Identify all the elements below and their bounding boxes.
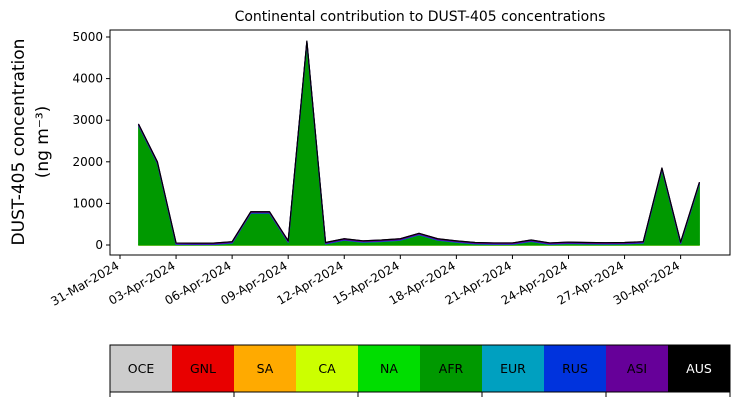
plot-area [139,41,700,245]
y-tick-label: 4000 [72,72,103,86]
legend-label: ASI [627,361,647,376]
y-axis-label: DUST-405 concentration [9,39,29,246]
area [139,43,700,245]
area [139,42,700,244]
legend-label: AFR [439,361,464,376]
y-tick-label: 5000 [72,30,103,44]
legend-label: RUS [562,361,588,376]
plot-frame [110,30,730,255]
area [139,41,700,243]
area [139,42,700,244]
legend-label: GNL [190,361,216,376]
area [139,41,700,244]
chart-title: Continental contribution to DUST-405 con… [235,9,606,25]
legend-label: EUR [500,361,526,376]
legend: OCE GNL SA CA NA AFR EUR RUS ASI AUS [110,345,731,397]
legend-label: OCE [128,361,155,376]
y-axis-label: (ng m⁻³) [33,106,53,179]
y-tick-label: 0 [95,238,103,252]
legend-label: SA [257,361,274,376]
legend-label: AUS [686,361,712,376]
legend-label: CA [318,361,336,376]
y-tick-label: 2000 [72,155,103,169]
legend-label: NA [380,361,398,376]
y-tick-label: 1000 [72,196,103,210]
y-tick-label: 3000 [72,113,103,127]
